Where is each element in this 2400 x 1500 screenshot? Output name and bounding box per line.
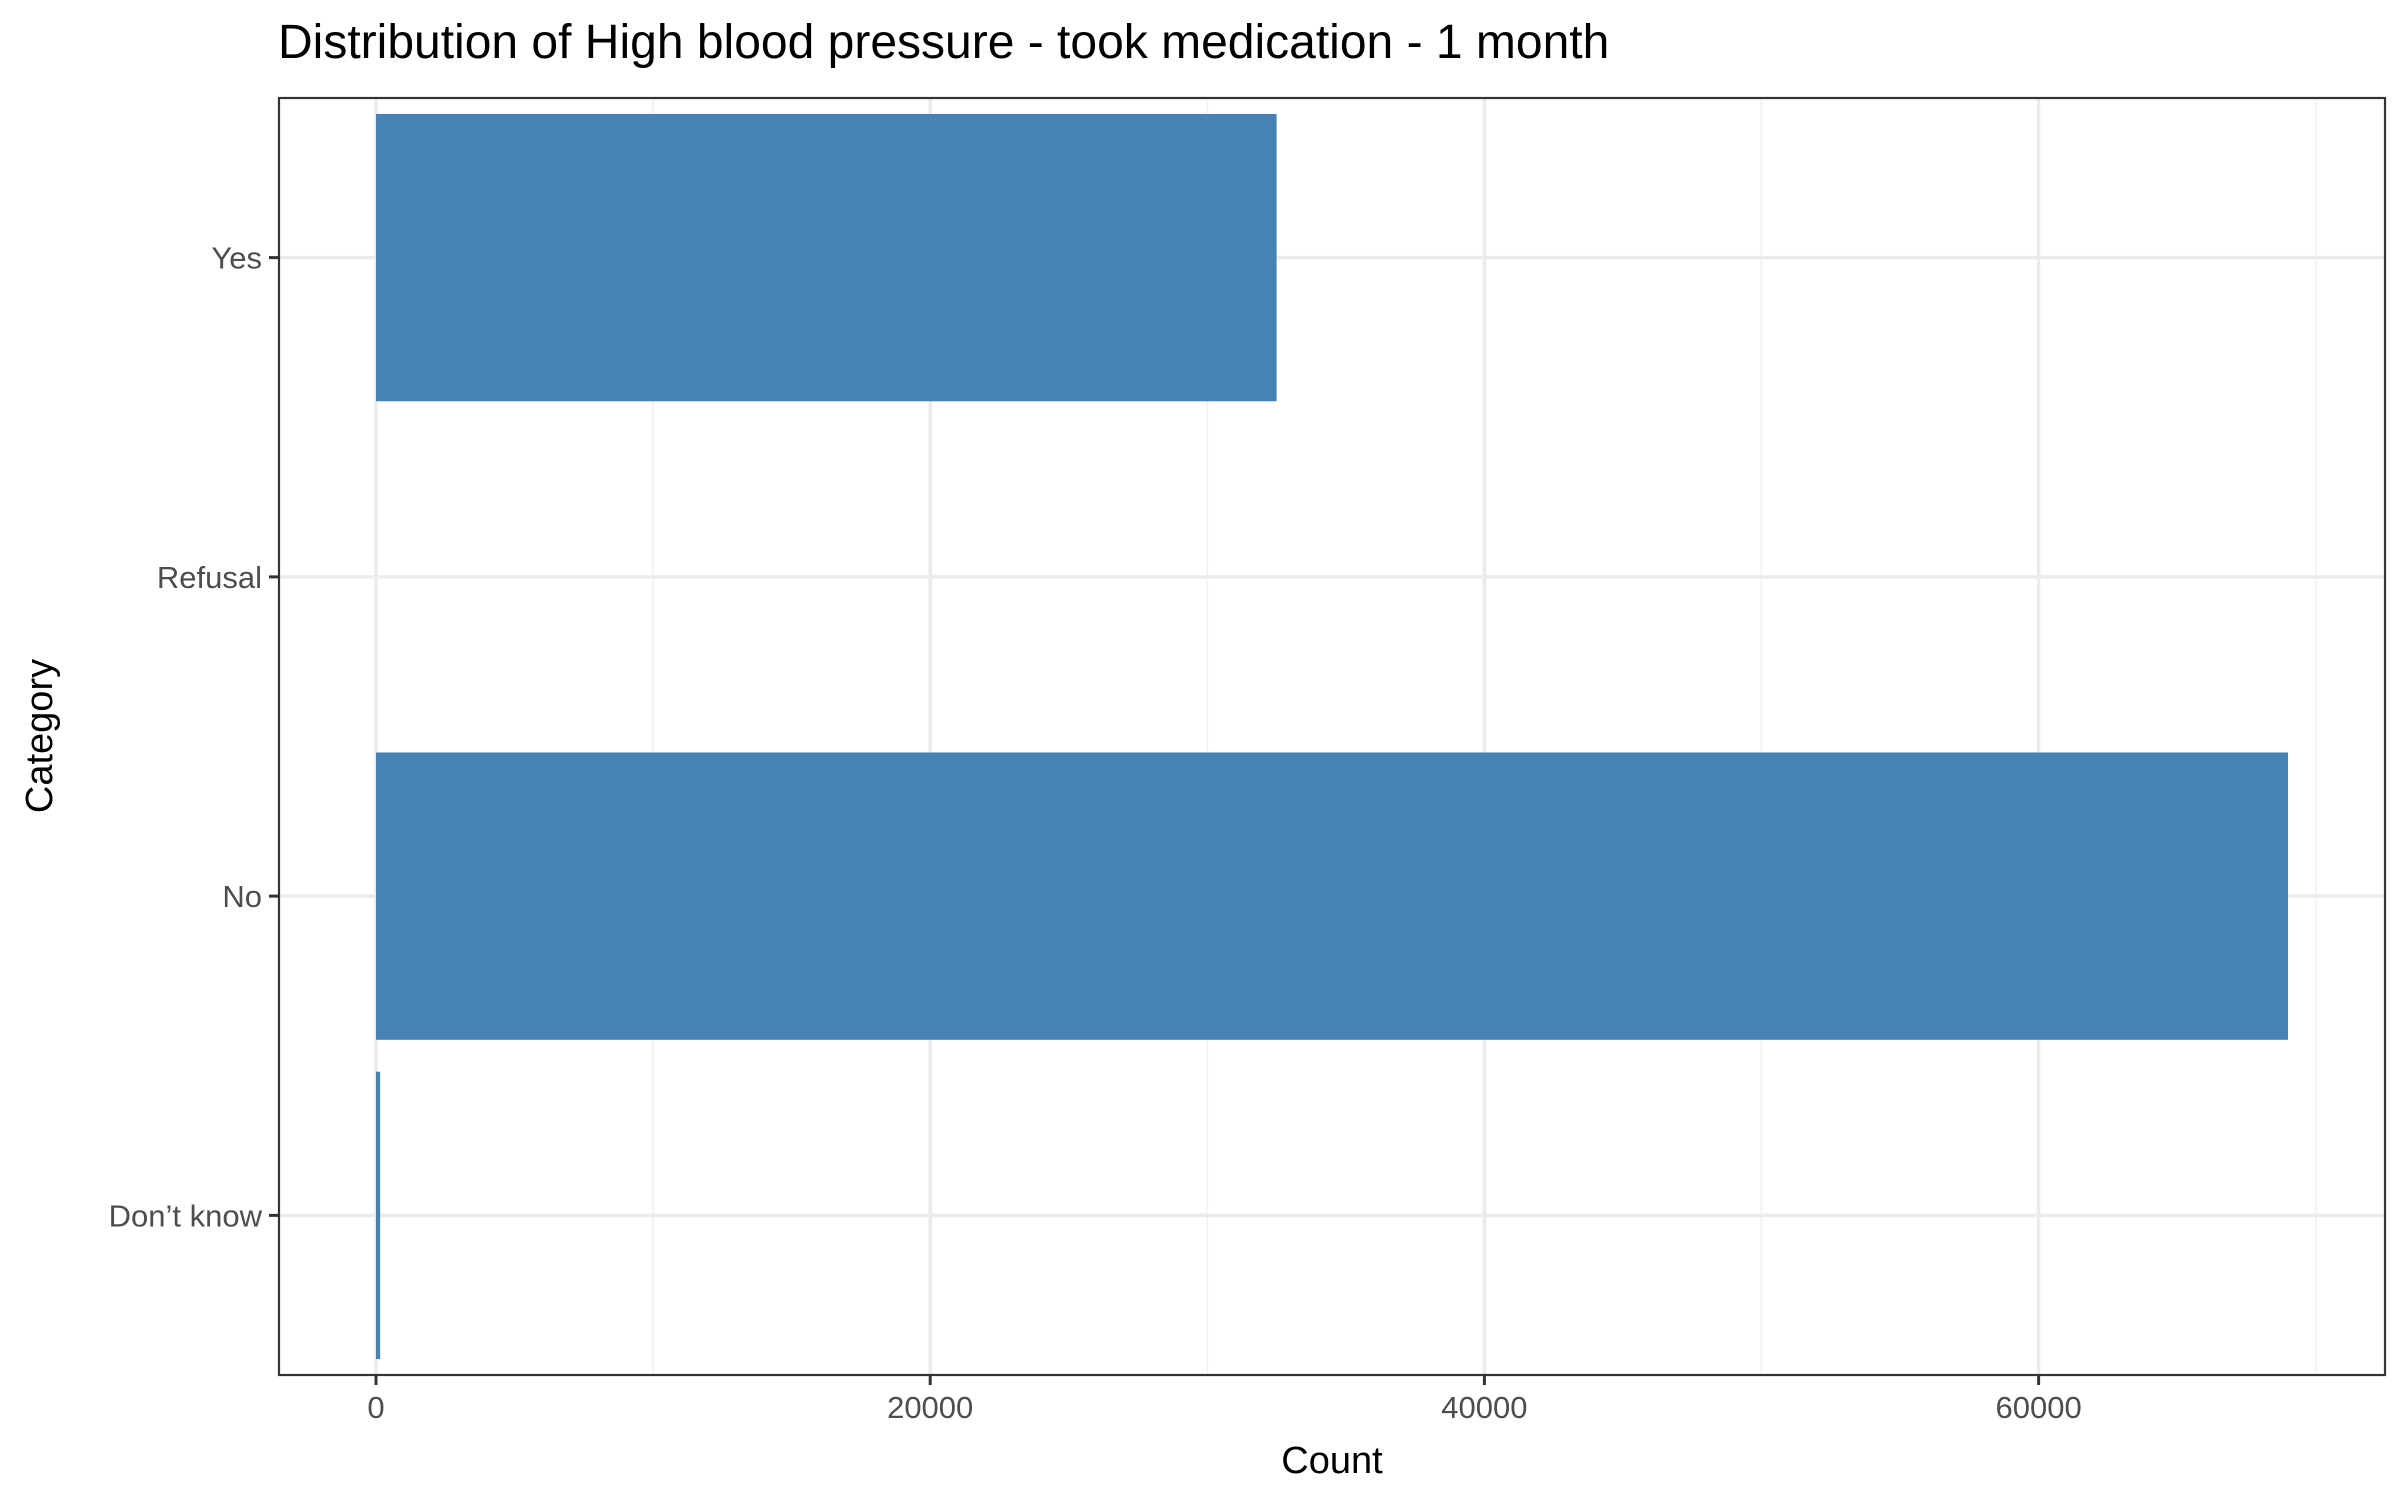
bar-don-t-know (375, 1071, 381, 1360)
x-tick-label: 60000 (1996, 1390, 2082, 1425)
x-tick-label: 20000 (887, 1390, 973, 1425)
bar-no (375, 752, 2289, 1040)
x-axis-title: Count (1281, 1440, 1383, 1482)
bars (375, 113, 2289, 1360)
panel-border (277, 96, 2387, 1377)
y-tick-label: Yes (211, 241, 262, 276)
y-tick-label: No (222, 879, 262, 914)
x-axis-ticks: 0 20000 40000 60000 (367, 1375, 2082, 1425)
y-tick-label: Don’t know (109, 1198, 263, 1233)
chart-title: Distribution of High blood pressure - to… (278, 16, 1609, 69)
x-tick-label: 40000 (1441, 1390, 1527, 1425)
y-axis-ticks: Don’t know No Refusal Yes (109, 241, 279, 1233)
x-tick-label: 0 (367, 1390, 384, 1425)
bar-yes (375, 113, 1277, 402)
y-tick-label: Refusal (157, 560, 262, 595)
y-axis-title: Category (19, 659, 61, 813)
